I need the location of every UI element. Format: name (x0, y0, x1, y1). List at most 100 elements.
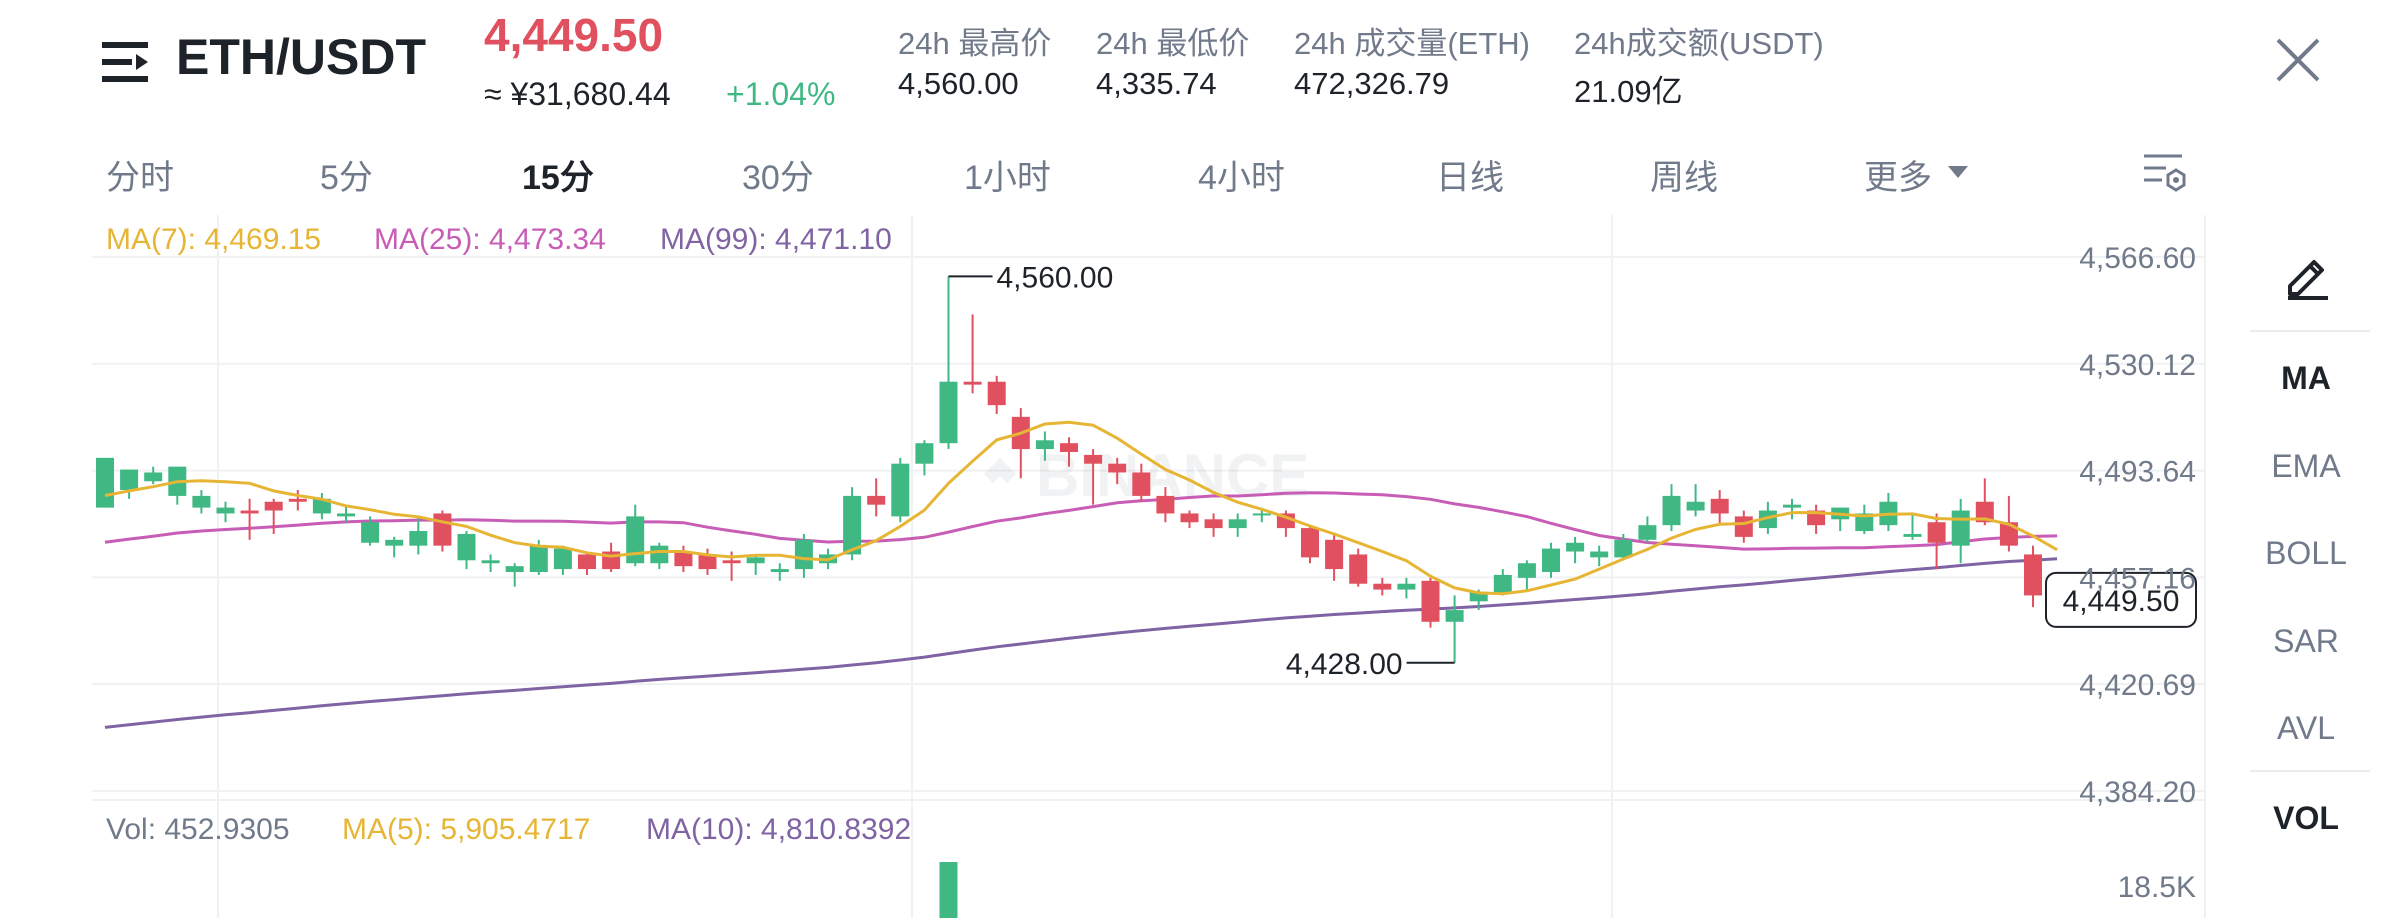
candle-body (120, 469, 139, 491)
candle-body (1662, 495, 1681, 526)
candle-body (1132, 472, 1151, 496)
tab-interval-4h[interactable]: 4小时 (1198, 159, 1285, 197)
ma99-line (104, 557, 2058, 729)
stat-volume-value: 472,326.79 (1294, 66, 1450, 101)
candle-body (722, 560, 741, 564)
volume-panel: 18.5K (939, 862, 2196, 918)
vol-ma10-legend: MA(10): 4,810.8392 (646, 813, 911, 846)
candle-body (626, 516, 645, 564)
candle-body (770, 569, 789, 573)
candle-body (1783, 504, 1801, 508)
chart-settings-icon[interactable] (2142, 150, 2188, 194)
candle-body (1252, 513, 1271, 516)
candle-body (1060, 443, 1078, 452)
vol-ma5-legend: MA(5): 5,905.4717 (342, 813, 590, 846)
candle-body (698, 554, 717, 570)
y-tick-label: 4,457.16 (2079, 562, 2196, 595)
candle-body (312, 498, 331, 514)
stat-low-label: 24h 最低价 (1096, 26, 1250, 61)
candle-body (1975, 501, 1994, 523)
pair-title[interactable]: ETH/USDT (176, 29, 426, 85)
candle-body (1349, 554, 1368, 584)
candle-body (264, 501, 283, 511)
candle-body (1228, 519, 1247, 529)
candle-body (578, 554, 596, 570)
candle-body (939, 381, 958, 444)
tab-interval-1h[interactable]: 1小时 (964, 159, 1051, 197)
candle-body (1373, 583, 1392, 590)
candle-body (1590, 551, 1609, 558)
caret-down-icon[interactable] (1948, 166, 1968, 178)
ma99-path (104, 557, 2058, 729)
candle-body (1686, 501, 1705, 511)
pencil-icon[interactable] (2280, 246, 2336, 302)
indicator-vol[interactable]: VOL (2273, 800, 2339, 836)
candle-body (746, 557, 765, 564)
tab-interval-15m[interactable]: 15分 (522, 159, 594, 197)
candle-body (192, 495, 211, 508)
candle-body (1084, 454, 1103, 464)
candle-body (481, 560, 500, 564)
candle-body (240, 510, 259, 514)
annotations: 4,560.00 4,428.00 4,449.50 (948, 261, 2197, 681)
indicator-boll[interactable]: BOLL (2265, 535, 2347, 571)
tab-interval-5m[interactable]: 5分 (320, 159, 373, 197)
ma25-legend: MA(25): 4,473.34 (374, 223, 606, 256)
candle-body (361, 522, 380, 543)
candle-body (1445, 610, 1464, 622)
stat-low-value: 4,335.74 (1096, 66, 1217, 101)
candle-body (505, 566, 524, 573)
tab-interval-time[interactable]: 分时 (106, 159, 174, 197)
candle-body (794, 539, 813, 570)
close-icon[interactable] (2270, 32, 2326, 88)
menu-icon[interactable] (100, 40, 152, 84)
candle-body (1903, 533, 1922, 537)
candle-body (1421, 580, 1440, 622)
candle-body (216, 507, 235, 514)
tab-interval-1d[interactable]: 日线 (1436, 159, 1504, 197)
candle-body (1469, 592, 1488, 602)
candle-body (385, 539, 404, 546)
stat-turnover-value: 21.09亿 (1574, 74, 1683, 109)
candle-body (963, 381, 982, 385)
candle-body (529, 545, 548, 573)
volume-bar (939, 862, 958, 918)
ma7-legend: MA(7): 4,469.15 (106, 223, 321, 256)
y-tick-label: 4,493.64 (2079, 456, 2196, 489)
candle-body (891, 463, 910, 517)
candle-body (1758, 510, 1777, 529)
candle-body (409, 531, 428, 546)
low-label: 4,428.00 (1286, 648, 1403, 681)
candle-body (337, 513, 355, 517)
panel-divider (2250, 330, 2370, 332)
current-price-label: 4,449.50 (2063, 585, 2180, 618)
indicator-avl[interactable]: AVL (2276, 710, 2336, 746)
candle-body (1180, 513, 1199, 523)
candle-body (96, 457, 114, 508)
candle-body (1493, 574, 1512, 593)
candle-body (1156, 495, 1175, 514)
candle-body (867, 495, 886, 505)
candle-body (843, 495, 862, 555)
y-axis: 4,566.60 4,530.12 4,493.64 4,457.16 4,420.69… (2079, 242, 2196, 809)
tab-interval-more[interactable]: 更多 (1864, 159, 1932, 197)
candle-body (1035, 440, 1054, 450)
y-tick-label: 4,384.20 (2079, 776, 2196, 809)
tab-interval-1w[interactable]: 周线 (1650, 159, 1718, 197)
change-percent: +1.04% (726, 76, 836, 112)
candle-body (144, 472, 163, 482)
y-tick-label: 4,566.60 (2079, 242, 2196, 275)
candle-body (1325, 539, 1344, 570)
candle-body (1951, 510, 1970, 546)
panel-divider (2250, 770, 2370, 772)
indicator-ema[interactable]: EMA (2271, 448, 2341, 484)
candle-body (1638, 525, 1657, 540)
chart-grid (92, 215, 2206, 918)
tab-interval-30m[interactable]: 30分 (742, 159, 814, 197)
stat-high-label: 24h 最高价 (898, 26, 1052, 61)
indicator-ma[interactable]: MA (2281, 360, 2331, 396)
indicator-sar[interactable]: SAR (2273, 623, 2339, 659)
high-label: 4,560.00 (997, 261, 1114, 294)
candle-body (1855, 513, 1874, 532)
